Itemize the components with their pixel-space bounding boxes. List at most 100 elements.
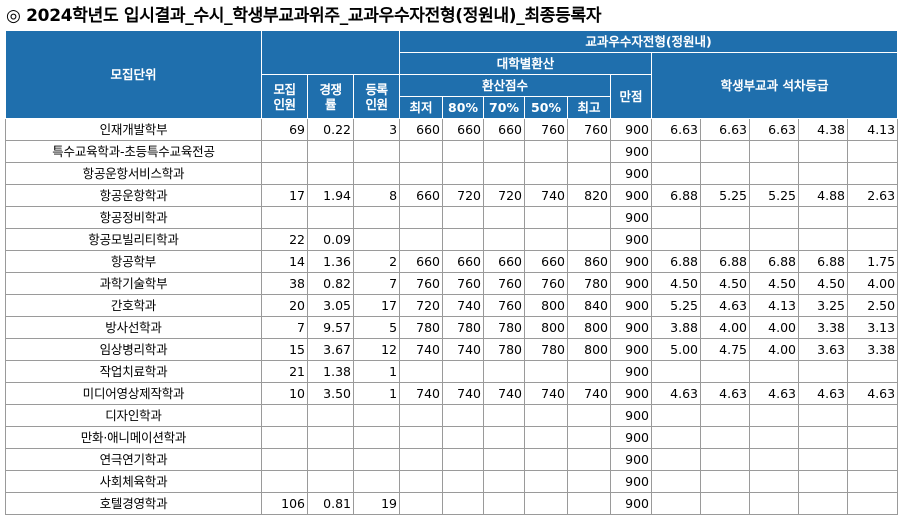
grade-cell [798,448,849,471]
full-score-cell: 900 [610,360,653,383]
grade-cell: 5.00 [651,338,702,361]
table-body: 인재개발학부 69 0.22 3 660 660 660 760 760 900 6.63 6.63 6… [5,118,903,515]
competition-cell: 3.05 [307,294,354,317]
score-cell [567,140,612,163]
full-score-cell: 900 [610,404,653,427]
score-cell [567,228,612,251]
grade-cell [700,492,751,515]
score-cell: 740 [399,382,444,405]
score-cell: 760 [567,118,612,141]
score-cell: 660 [524,250,569,273]
grade-cell: 4.63 [651,382,702,405]
quota-cell: 7 [261,316,308,339]
score-cell: 760 [483,272,526,295]
grade-cell: 1.75 [847,250,899,273]
score-cell: 740 [442,382,485,405]
score-cell [524,470,569,493]
score-cell [524,140,569,163]
full-score-cell: 900 [610,448,653,471]
quota-cell: 14 [261,250,308,273]
score-cell [524,162,569,185]
competition-cell: 0.82 [307,272,354,295]
grade-cell [798,404,849,427]
grade-cell: 5.25 [700,184,751,207]
competition-cell: 3.50 [307,382,354,405]
table-row: 항공운항학과 17 1.94 8 660 720 720 740 820 900 6.88 5.25 5… [5,184,903,207]
grade-cell [749,404,800,427]
grade-cell [700,140,751,163]
score-cell [442,448,485,471]
unit-cell: 사회체육학과 [5,470,262,493]
score-cell [442,404,485,427]
score-cell [483,228,526,251]
score-cell: 840 [567,294,612,317]
score-cell [399,448,444,471]
unit-cell: 항공운항서비스학과 [5,162,262,185]
quota-cell [261,140,308,163]
grade-cell [700,162,751,185]
quota-cell [261,404,308,427]
grade-cell [847,206,899,229]
score-cell: 740 [442,294,485,317]
grade-cell [798,206,849,229]
header-full-score: 만점 [610,74,653,119]
registered-cell: 19 [352,492,401,515]
score-cell [442,162,485,185]
quota-cell: 17 [261,184,308,207]
score-cell [483,206,526,229]
registered-cell: 12 [352,338,401,361]
grade-cell: 6.63 [651,118,702,141]
registered-cell [352,426,401,449]
header-univ-conversion: 대학별환산 [399,52,653,75]
score-cell: 780 [442,316,485,339]
registered-cell [352,228,401,251]
grade-cell [749,470,800,493]
competition-cell [307,404,354,427]
full-score-cell: 900 [610,250,653,273]
unit-cell: 간호학과 [5,294,262,317]
competition-cell: 1.94 [307,184,354,207]
grade-cell [798,492,849,515]
grade-cell [749,426,800,449]
score-cell [483,492,526,515]
score-cell [442,470,485,493]
score-cell [524,228,569,251]
registered-cell [352,448,401,471]
grade-cell [847,492,899,515]
score-cell: 720 [442,184,485,207]
unit-cell: 작업치료학과 [5,360,262,383]
grade-cell: 4.00 [847,272,899,295]
score-cell: 740 [483,382,526,405]
score-cell [524,492,569,515]
full-score-cell: 900 [610,272,653,295]
registered-cell: 7 [352,272,401,295]
registered-cell: 1 [352,382,401,405]
grade-col-header: 최고 [900,96,904,119]
table-row: 간호학과 20 3.05 17 720 740 760 800 840 900 5.25 4.63 4.… [5,294,903,317]
score-cell [399,162,444,185]
score-cell [567,206,612,229]
header-grade-group: 학생부교과 석차등급 [651,52,899,119]
grade-cell [847,404,899,427]
competition-cell: 3.67 [307,338,354,361]
score-cell: 800 [567,338,612,361]
table-row: 특수교육학과-초등특수교육전공 900 [5,140,903,163]
grade-cell: 4.88 [798,184,849,207]
score-cell: 740 [399,338,444,361]
grade-cell [798,140,849,163]
score-cell: 660 [442,118,485,141]
grade-cell: 6.88 [651,184,702,207]
unit-cell: 임상병리학과 [5,338,262,361]
table-row: 만화·애니메이션학과 900 [5,426,903,449]
grade-cell [651,448,702,471]
score-cell: 780 [399,316,444,339]
table-row: 디자인학과 900 [5,404,903,427]
unit-cell: 인재개발학부 [5,118,262,141]
grade-cell [749,228,800,251]
header-registered: 등록 인원 [352,74,401,119]
grade-cell: 4.13 [847,118,899,141]
competition-cell: 9.57 [307,316,354,339]
grade-cell: 4.75 [700,338,751,361]
table-row: 항공운항서비스학과 900 [5,162,903,185]
score-cell: 760 [442,272,485,295]
